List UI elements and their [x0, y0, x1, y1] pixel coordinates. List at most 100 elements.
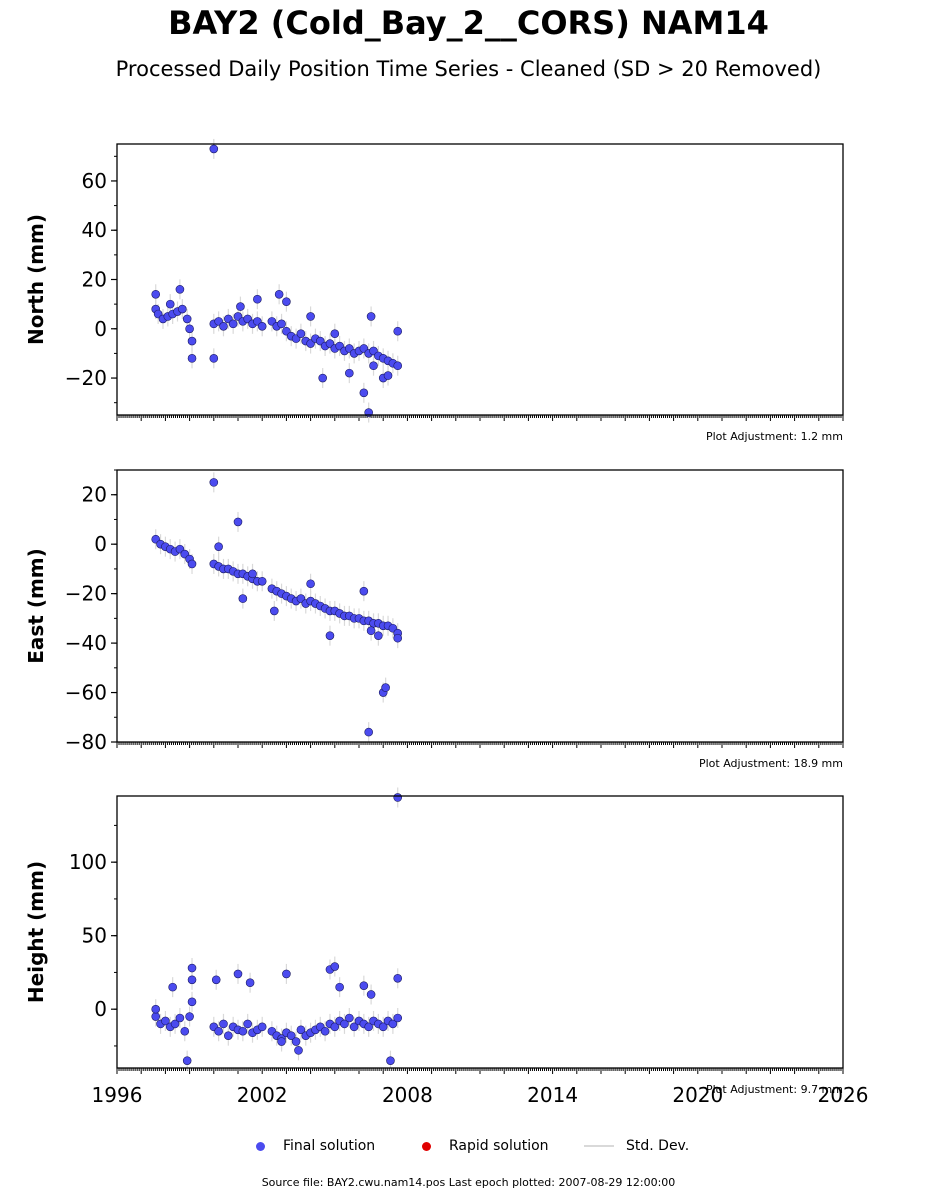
north-point	[393, 326, 403, 336]
north-point	[253, 294, 262, 304]
north-point	[282, 297, 291, 306]
legend-label-rapid: Rapid solution	[449, 1138, 549, 1154]
x-tick-label: 2002	[237, 1083, 288, 1107]
height-point	[282, 969, 291, 979]
north-y-tick-label: 40	[82, 218, 107, 242]
height-point	[330, 962, 340, 971]
height-y-axis-label: Height (mm)	[24, 861, 48, 1003]
height-point	[245, 978, 255, 988]
height-point	[187, 963, 197, 973]
height-plot-frame	[116, 795, 844, 1069]
north-point	[209, 354, 219, 363]
height-plot-adjustment: Plot Adjustment: 9.7 mm	[706, 1083, 843, 1096]
height-point	[378, 1022, 388, 1032]
height-point	[393, 793, 403, 802]
height-point	[291, 1037, 301, 1046]
height-point	[161, 1016, 170, 1026]
north-plot-frame	[116, 143, 844, 416]
height-point	[393, 974, 403, 983]
north-y-tick-label: −20	[65, 366, 107, 390]
height-point	[170, 1019, 180, 1029]
height-y-tick-label: 50	[82, 924, 107, 948]
east-point	[364, 727, 373, 737]
height-point	[151, 1012, 161, 1021]
north-point	[175, 285, 185, 294]
east-point	[269, 606, 279, 616]
north-point	[151, 289, 161, 299]
legend-label-final: Final solution	[283, 1138, 376, 1154]
height-point	[277, 1037, 286, 1046]
height-point	[214, 1026, 223, 1036]
north-y-axis-label: North (mm)	[24, 214, 48, 345]
height-point	[364, 1022, 373, 1032]
final-solution-marker	[256, 1141, 265, 1151]
east-y-axis-label: East (mm)	[24, 548, 48, 664]
east-point	[393, 633, 403, 643]
source-footer: Source file: BAY2.cwu.nam14.pos Last epo…	[261, 1176, 676, 1189]
std-dev-line-marker	[584, 1145, 614, 1147]
height-point	[340, 1019, 349, 1029]
legend: Final solution Rapid solution Std. Dev.	[250, 1138, 710, 1158]
north-point	[306, 312, 315, 321]
east-y-tick-label: −60	[65, 681, 107, 705]
height-point	[345, 1013, 354, 1023]
legend-label-std: Std. Dev.	[626, 1138, 690, 1154]
x-tick-label: 1996	[92, 1083, 143, 1107]
east-point	[257, 576, 267, 586]
east-y-tick-label: −40	[65, 631, 107, 655]
north-y-tick-label: 0	[94, 317, 107, 341]
east-plot-frame	[116, 469, 844, 743]
height-point	[388, 1019, 398, 1029]
height-point	[224, 1031, 233, 1040]
height-point	[330, 1022, 340, 1032]
north-point	[209, 144, 219, 154]
north-point	[383, 371, 393, 380]
height-point	[168, 982, 177, 992]
east-point	[381, 683, 390, 692]
height-point	[349, 1022, 359, 1032]
legend-item-rapid: Rapid solution	[422, 1138, 549, 1154]
north-point	[359, 388, 369, 398]
east-point	[306, 579, 315, 589]
height-y-tick-label: 100	[69, 850, 107, 874]
east-point	[214, 542, 223, 551]
north-point	[182, 314, 192, 324]
east-y-tick-label: −80	[65, 730, 107, 754]
north-point	[187, 354, 197, 363]
north-point	[330, 329, 340, 339]
east-point	[238, 594, 248, 603]
north-point	[296, 329, 306, 339]
height-point	[187, 975, 197, 985]
east-point	[359, 586, 369, 596]
height-point	[151, 1004, 161, 1014]
north-point	[393, 361, 403, 371]
east-point	[366, 626, 376, 636]
north-point	[345, 368, 354, 378]
time-series-chart: −20 0 20 40 60 North (mm) Plot Adjustment: 1.2…	[24, 138, 869, 1107]
height-point	[335, 982, 344, 992]
north-point	[274, 289, 284, 299]
rapid-solution-marker	[422, 1141, 431, 1151]
north-point	[277, 319, 286, 329]
legend-item-final: Final solution	[256, 1138, 375, 1154]
north-point	[366, 312, 376, 321]
height-point	[386, 1056, 395, 1065]
x-tick-label: 2026	[818, 1083, 869, 1107]
north-y-tick-label: 60	[82, 169, 107, 193]
height-point	[296, 1025, 306, 1035]
height-point	[393, 1013, 403, 1023]
north-point	[236, 302, 245, 311]
x-tick-label: 2008	[382, 1083, 433, 1107]
height-point	[185, 1012, 194, 1021]
height-y-tick-label: 0	[94, 997, 107, 1021]
north-point	[178, 304, 187, 314]
height-point	[257, 1022, 267, 1032]
legend-item-std: Std. Dev.	[584, 1138, 689, 1154]
height-point	[182, 1056, 192, 1065]
north-point	[187, 336, 197, 346]
east-y-tick-label: 0	[94, 532, 107, 556]
chart-title: BAY2 (Cold_Bay_2__CORS) NAM14	[168, 4, 769, 42]
east-y-tick-label: 20	[82, 483, 107, 507]
east-point	[325, 631, 335, 640]
height-point	[359, 981, 369, 990]
